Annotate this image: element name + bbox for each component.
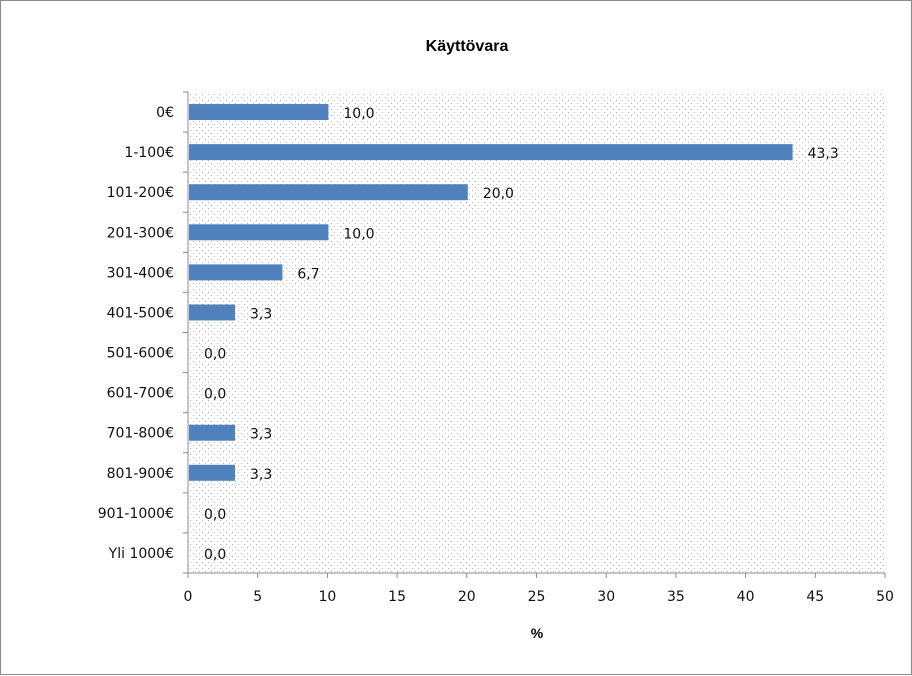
data-label: 0,0: [204, 547, 226, 563]
category-label: 1-100€: [124, 145, 174, 161]
x-tick-label: 10: [318, 589, 336, 605]
data-label: 6,7: [297, 266, 319, 282]
data-label: 10,0: [343, 226, 374, 242]
x-tick-label: 20: [458, 589, 476, 605]
chart-title: Käyttövara: [426, 38, 509, 55]
category-label: 901-1000€: [98, 506, 174, 522]
category-label: 0€: [156, 105, 174, 121]
category-label: 701-800€: [107, 426, 174, 442]
data-label: 0,0: [204, 347, 226, 363]
category-label: 601-700€: [107, 386, 174, 402]
data-label: 10,0: [343, 106, 374, 122]
bar: [189, 184, 468, 201]
bar: [189, 144, 793, 161]
data-labels: 10,0 43,3 20,0 10,0 6,7 3,3 0,0 0,0 3,3 3,3 0,0 0,0: [204, 106, 839, 563]
bar: [189, 104, 329, 121]
category-label: 101-200€: [107, 185, 174, 201]
x-tick-label: 5: [253, 589, 262, 605]
x-axis-label: %: [531, 625, 544, 641]
category-label: 501-600€: [107, 346, 174, 362]
x-tick-label: 15: [388, 589, 406, 605]
category-label: Yli 1000€: [108, 546, 174, 562]
data-label: 0,0: [204, 507, 226, 523]
category-label: 201-300€: [107, 225, 174, 241]
x-tick-label: 40: [737, 589, 755, 605]
x-tick-label: 45: [806, 589, 824, 605]
bar: [189, 304, 236, 321]
plot-area: [188, 92, 885, 573]
data-label: 3,3: [250, 427, 272, 443]
category-label: 301-400€: [107, 265, 174, 281]
bar: [189, 224, 329, 241]
bar: [189, 264, 283, 281]
bar: [189, 464, 236, 481]
data-label: 0,0: [204, 387, 226, 403]
x-tick-label: 25: [528, 589, 546, 605]
x-tick-label: 35: [667, 589, 685, 605]
x-tick-label: 0: [184, 589, 193, 605]
data-label: 43,3: [808, 146, 839, 162]
bars-group: [189, 104, 793, 481]
tick-labels: 0 5 10 15 20 25 30 35 40 45 50: [184, 589, 894, 605]
bar: [189, 424, 236, 441]
axes-group: [183, 91, 886, 578]
data-label: 20,0: [483, 186, 514, 202]
data-label: 3,3: [250, 467, 272, 483]
x-tick-label: 30: [597, 589, 615, 605]
category-label: 801-900€: [107, 466, 174, 482]
data-label: 3,3: [250, 306, 272, 322]
category-labels: 0€ 1-100€ 101-200€ 201-300€ 301-400€ 401-500€…: [98, 105, 174, 562]
category-label: 401-500€: [107, 305, 174, 321]
x-tick-label: 50: [876, 589, 894, 605]
